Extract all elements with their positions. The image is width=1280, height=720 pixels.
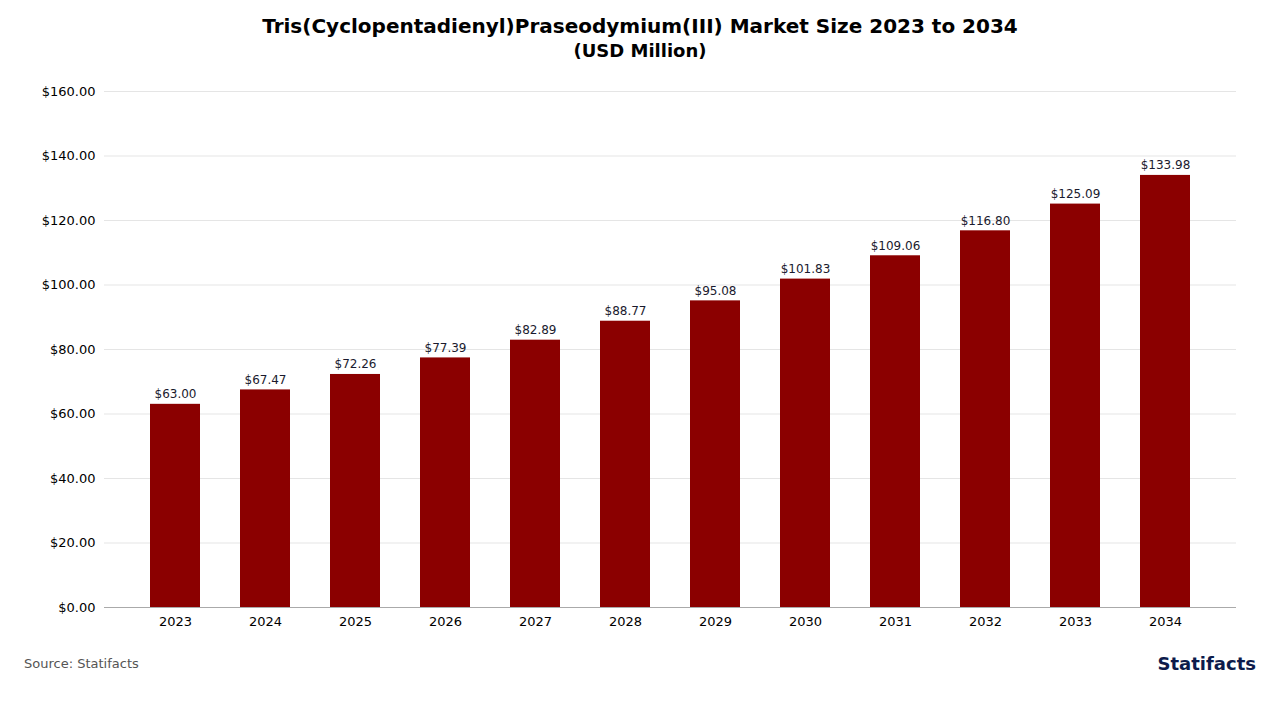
svg-text:2028: 2028 <box>609 614 642 629</box>
svg-text:$140.00: $140.00 <box>42 148 96 163</box>
svg-text:$88.77: $88.77 <box>605 304 647 318</box>
svg-text:$160.00: $160.00 <box>42 84 96 99</box>
svg-text:$63.00: $63.00 <box>155 387 197 401</box>
svg-text:$67.47: $67.47 <box>245 373 287 387</box>
svg-text:2027: 2027 <box>519 614 552 629</box>
svg-text:$133.98: $133.98 <box>1141 158 1191 172</box>
svg-text:$80.00: $80.00 <box>50 342 96 357</box>
svg-text:$40.00: $40.00 <box>50 471 96 486</box>
svg-text:$100.00: $100.00 <box>42 277 96 292</box>
svg-text:2032: 2032 <box>969 614 1002 629</box>
html-text:Source: Statifacts: Source: Statifacts <box>24 656 139 671</box>
svg-text:$60.00: $60.00 <box>50 406 96 421</box>
svg-text:2029: 2029 <box>699 614 732 629</box>
svg-text:$77.39: $77.39 <box>425 341 467 355</box>
svg-text:$82.89: $82.89 <box>515 323 557 337</box>
svg-text:$109.06: $109.06 <box>871 239 921 253</box>
svg-text:2034: 2034 <box>1149 614 1182 629</box>
html-text:Statifacts: Statifacts <box>1157 653 1256 674</box>
html-text:Tris(Cyclopentadienyl)Praseody: Tris(Cyclopentadienyl)Praseodymium(III) … <box>262 14 1018 38</box>
svg-text:2023: 2023 <box>159 614 192 629</box>
html-text:(USD Million): (USD Million) <box>573 40 707 61</box>
svg-text:2025: 2025 <box>339 614 372 629</box>
svg-text:$95.08: $95.08 <box>695 284 737 298</box>
svg-text:$72.26: $72.26 <box>335 357 377 371</box>
svg-text:$20.00: $20.00 <box>50 535 96 550</box>
svg-text:2026: 2026 <box>429 614 462 629</box>
svg-text:$101.83: $101.83 <box>781 262 831 276</box>
svg-text:$125.09: $125.09 <box>1051 187 1101 201</box>
svg-text:2030: 2030 <box>789 614 822 629</box>
svg-text:$120.00: $120.00 <box>42 213 96 228</box>
svg-text:$116.80: $116.80 <box>961 214 1011 228</box>
svg-text:2024: 2024 <box>249 614 282 629</box>
svg-text:$0.00: $0.00 <box>58 600 95 615</box>
svg-text:2031: 2031 <box>879 614 912 629</box>
svg-text:2033: 2033 <box>1059 614 1092 629</box>
